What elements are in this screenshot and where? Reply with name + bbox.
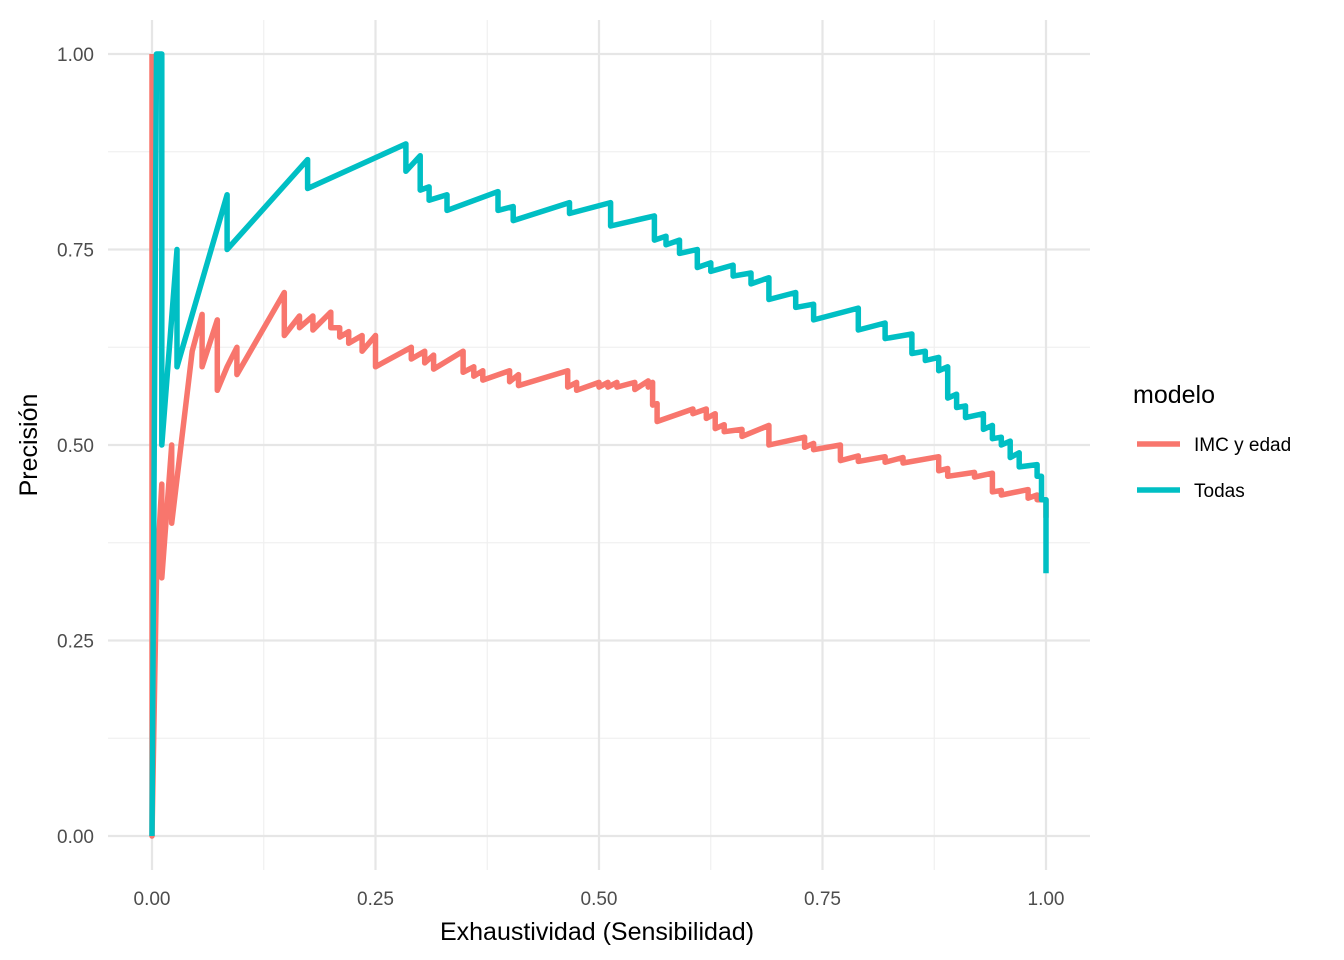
grid [108,20,1090,870]
legend: modelo IMC y edad Todas [1133,381,1291,502]
y-axis-title: Precisión [15,394,43,497]
y-tick-label: 0.25 [57,632,94,653]
legend-label: IMC y edad [1194,435,1291,456]
x-tick-label: 0.25 [357,889,394,910]
y-tick-label: 0.00 [57,827,94,848]
x-axis-title: Exhaustividad (Sensibilidad) [440,918,754,946]
y-axis-ticks: 0.00 0.25 0.50 0.75 1.00 [57,45,94,848]
series-line-imc-y-edad [149,54,1049,839]
x-axis-ticks: 0.00 0.25 0.50 0.75 1.00 [134,889,1065,910]
legend-label: Todas [1194,481,1245,502]
series-line-todas [149,51,1049,837]
series-lines [149,51,1049,839]
legend-title: modelo [1133,381,1215,409]
y-tick-label: 0.50 [57,436,94,457]
x-tick-label: 1.00 [1028,889,1065,910]
x-tick-label: 0.50 [581,889,618,910]
x-tick-label: 0.00 [134,889,171,910]
x-tick-label: 0.75 [804,889,841,910]
y-tick-label: 0.75 [57,241,94,262]
y-tick-label: 1.00 [57,45,94,66]
